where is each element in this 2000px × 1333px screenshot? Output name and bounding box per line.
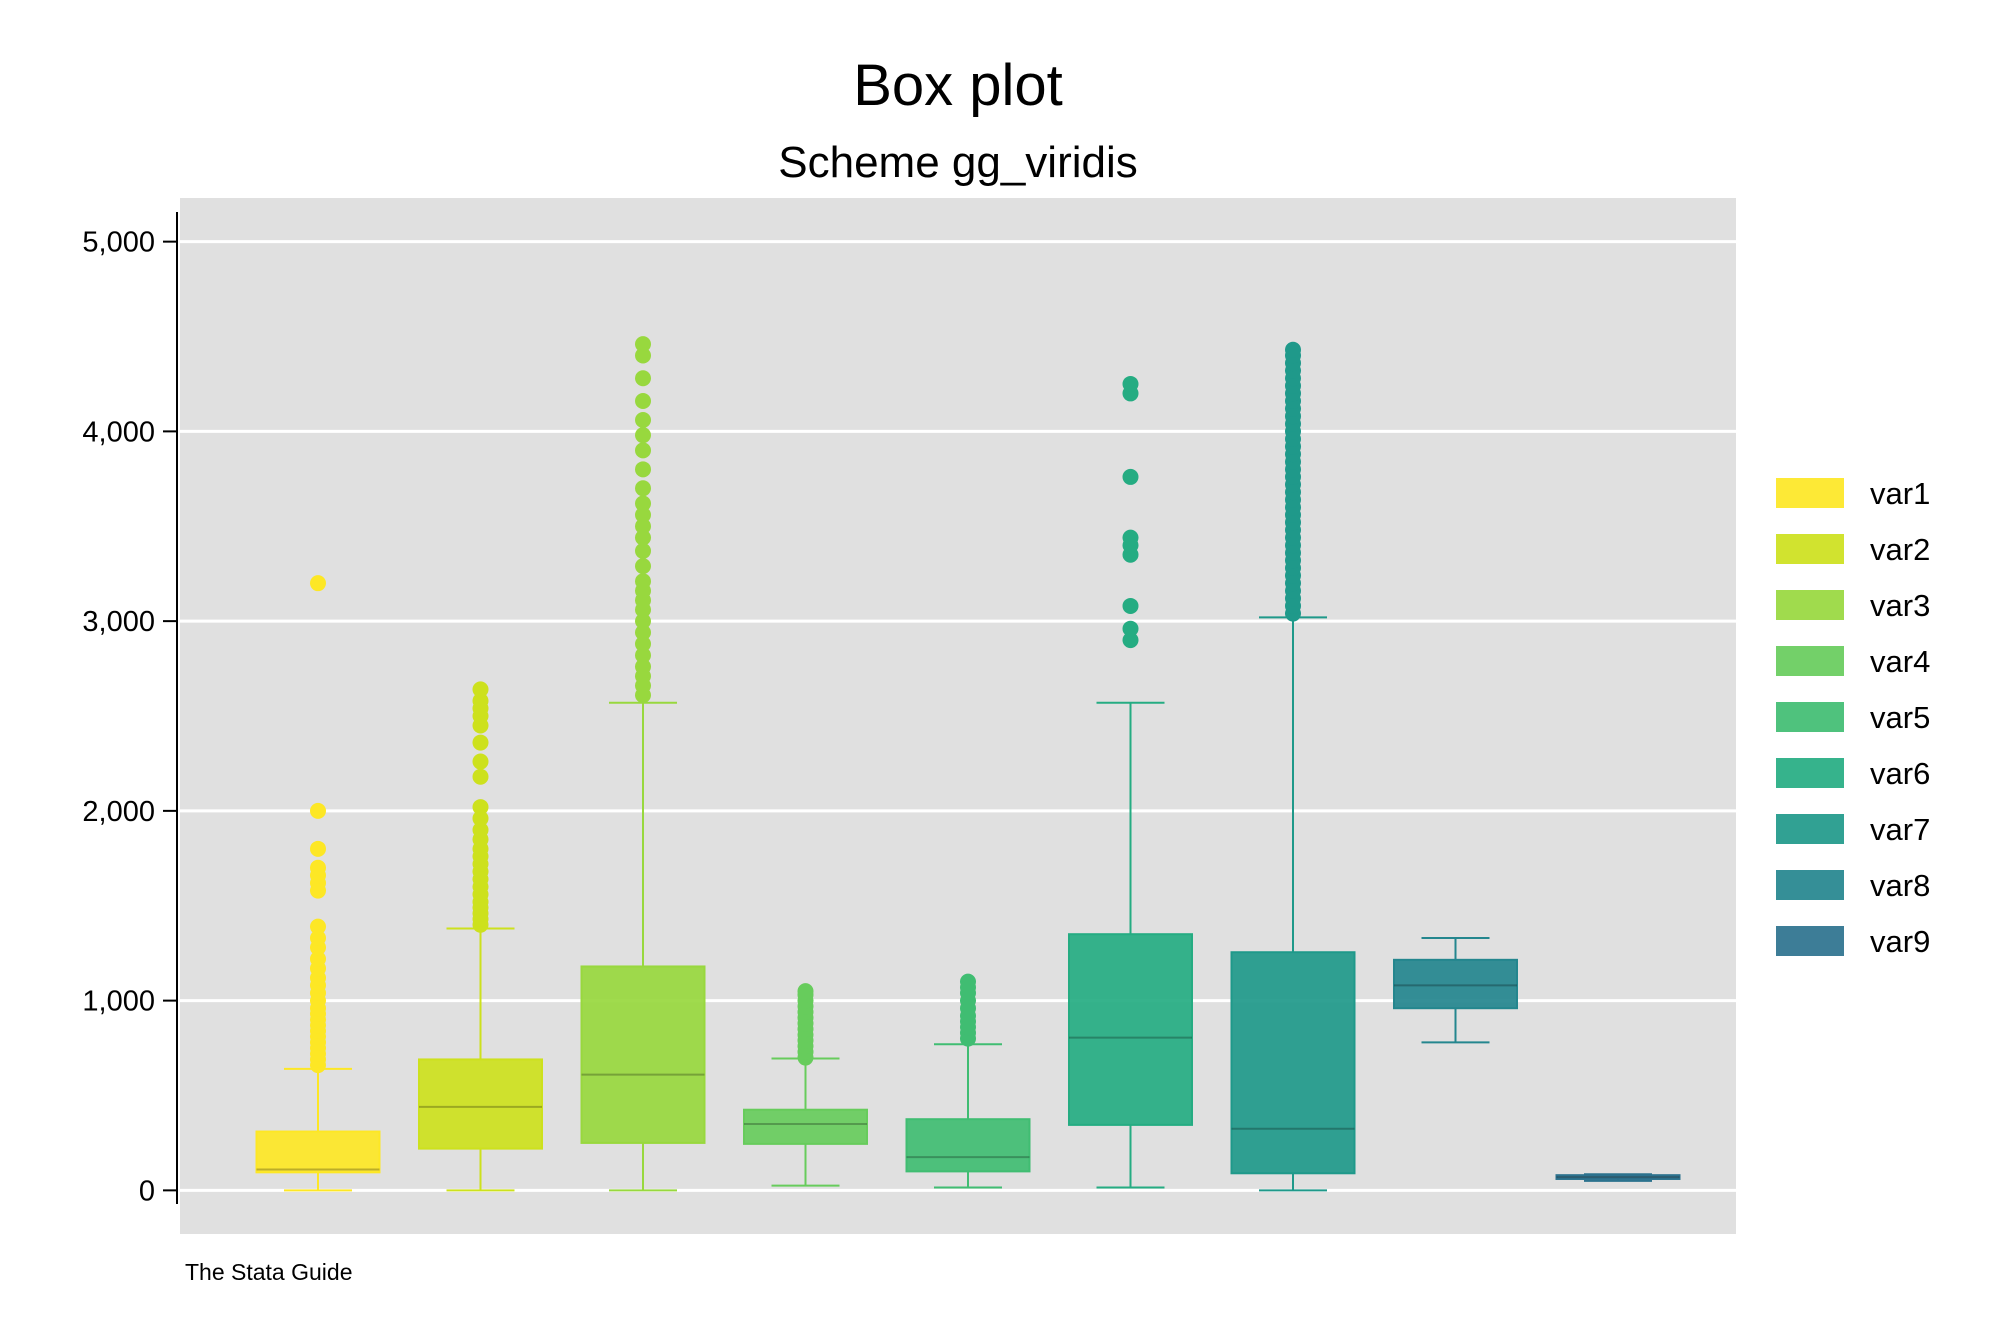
box [1230,951,1356,1175]
y-tick-label: 2,000 [82,796,155,828]
legend-label-var1: var1 [1870,476,1930,511]
outlier-point [310,802,326,819]
legend-swatch-var8 [1776,870,1844,900]
outlier-point [472,681,489,698]
box [1068,933,1193,1126]
outlier-point [635,613,651,630]
legend-label-var4: var4 [1870,644,1930,679]
y-tick-label: 0 [139,1175,155,1207]
outlier-point [635,518,651,535]
outlier-point [472,753,489,770]
legend-label-var2: var2 [1870,532,1930,567]
outlier-point [635,506,651,523]
legend-label-var3: var3 [1870,588,1930,623]
outlier-point [635,347,651,364]
y-tick-label: 1,000 [82,986,155,1018]
box [905,1118,1031,1173]
legend-label-var6: var6 [1870,756,1930,791]
legend-swatch-var5 [1776,702,1844,732]
outlier-point [1285,341,1301,358]
box-group-var4 [743,983,868,1187]
outlier-point [635,635,651,652]
legend-label-var9: var9 [1870,924,1930,959]
outlier-point [310,575,326,592]
outlier-point [635,336,651,353]
box [1393,958,1518,1010]
outlier-point [635,370,651,387]
y-axis: 0 1,000 2,000 3,000 4,000 5,000 [82,212,178,1207]
outlier-point [635,558,651,575]
outlier-point [635,461,651,478]
outlier-point [635,427,651,444]
boxes [255,336,1681,1192]
legend-label-var7: var7 [1870,812,1930,847]
outlier-point [472,692,489,709]
outlier-point [635,442,651,459]
box-group-var6 [1068,375,1193,1189]
outlier-point [472,821,489,838]
box-group-var5 [905,973,1031,1189]
box-group-var8 [1393,937,1518,1044]
box-group-var1 [255,575,381,1192]
outlier-point [472,810,489,827]
outlier-point [472,799,489,816]
outlier-point [635,647,651,664]
outlier-point [472,734,489,751]
legend-swatch-var6 [1776,758,1844,788]
box [418,1058,543,1150]
plot-area [180,198,1736,1234]
outlier-point [635,393,651,410]
outlier-point [1122,529,1139,546]
grid-lines [180,240,1736,1192]
outlier-point [310,930,326,946]
outlier-point [310,918,326,935]
legend-swatch-var4 [1776,646,1844,676]
legend-swatch-var7 [1776,814,1844,844]
box [743,1108,868,1145]
y-tick-label: 4,000 [82,416,155,448]
legend-label-var8: var8 [1870,868,1930,903]
y-tick-label: 3,000 [82,606,155,638]
box [1555,1174,1681,1180]
legend-swatch-var2 [1776,534,1844,564]
outlier-point [635,624,651,641]
chart-title: Box plot [853,53,1063,118]
outlier-point [635,573,651,590]
legend: var1 var2 var3 var4 var5 var6 var7 var8 var9 [1776,476,1930,959]
outlier-point [635,529,651,546]
outlier-point [797,983,814,1000]
outlier-point [960,973,976,990]
chart-note: The Stata Guide [185,1259,353,1285]
box-group-var3 [580,336,706,1192]
box-group-var7 [1230,341,1356,1192]
outlier-point [472,768,489,785]
outlier-point [310,840,326,857]
outlier-point [1122,597,1139,614]
outlier-point [635,412,651,428]
outlier-point [310,950,326,967]
outlier-point [635,658,651,675]
outlier-point [1122,620,1139,637]
chart-subtitle: Scheme gg_viridis [778,138,1138,187]
legend-swatch-var9 [1776,926,1844,956]
outlier-point [635,542,651,559]
legend-swatch-var3 [1776,590,1844,620]
box-group-var9 [1555,1173,1681,1182]
y-tick-label: 5,000 [82,227,155,259]
outlier-point [1122,468,1139,485]
legend-swatch-var1 [1776,478,1844,508]
outlier-point [310,859,326,876]
outlier-point [635,495,651,512]
outlier-point [1122,375,1139,392]
box [580,965,706,1144]
box-group-var2 [418,681,543,1192]
outlier-point [1122,632,1139,649]
legend-label-var5: var5 [1870,700,1930,735]
outlier-point [635,480,651,497]
box [255,1130,381,1174]
